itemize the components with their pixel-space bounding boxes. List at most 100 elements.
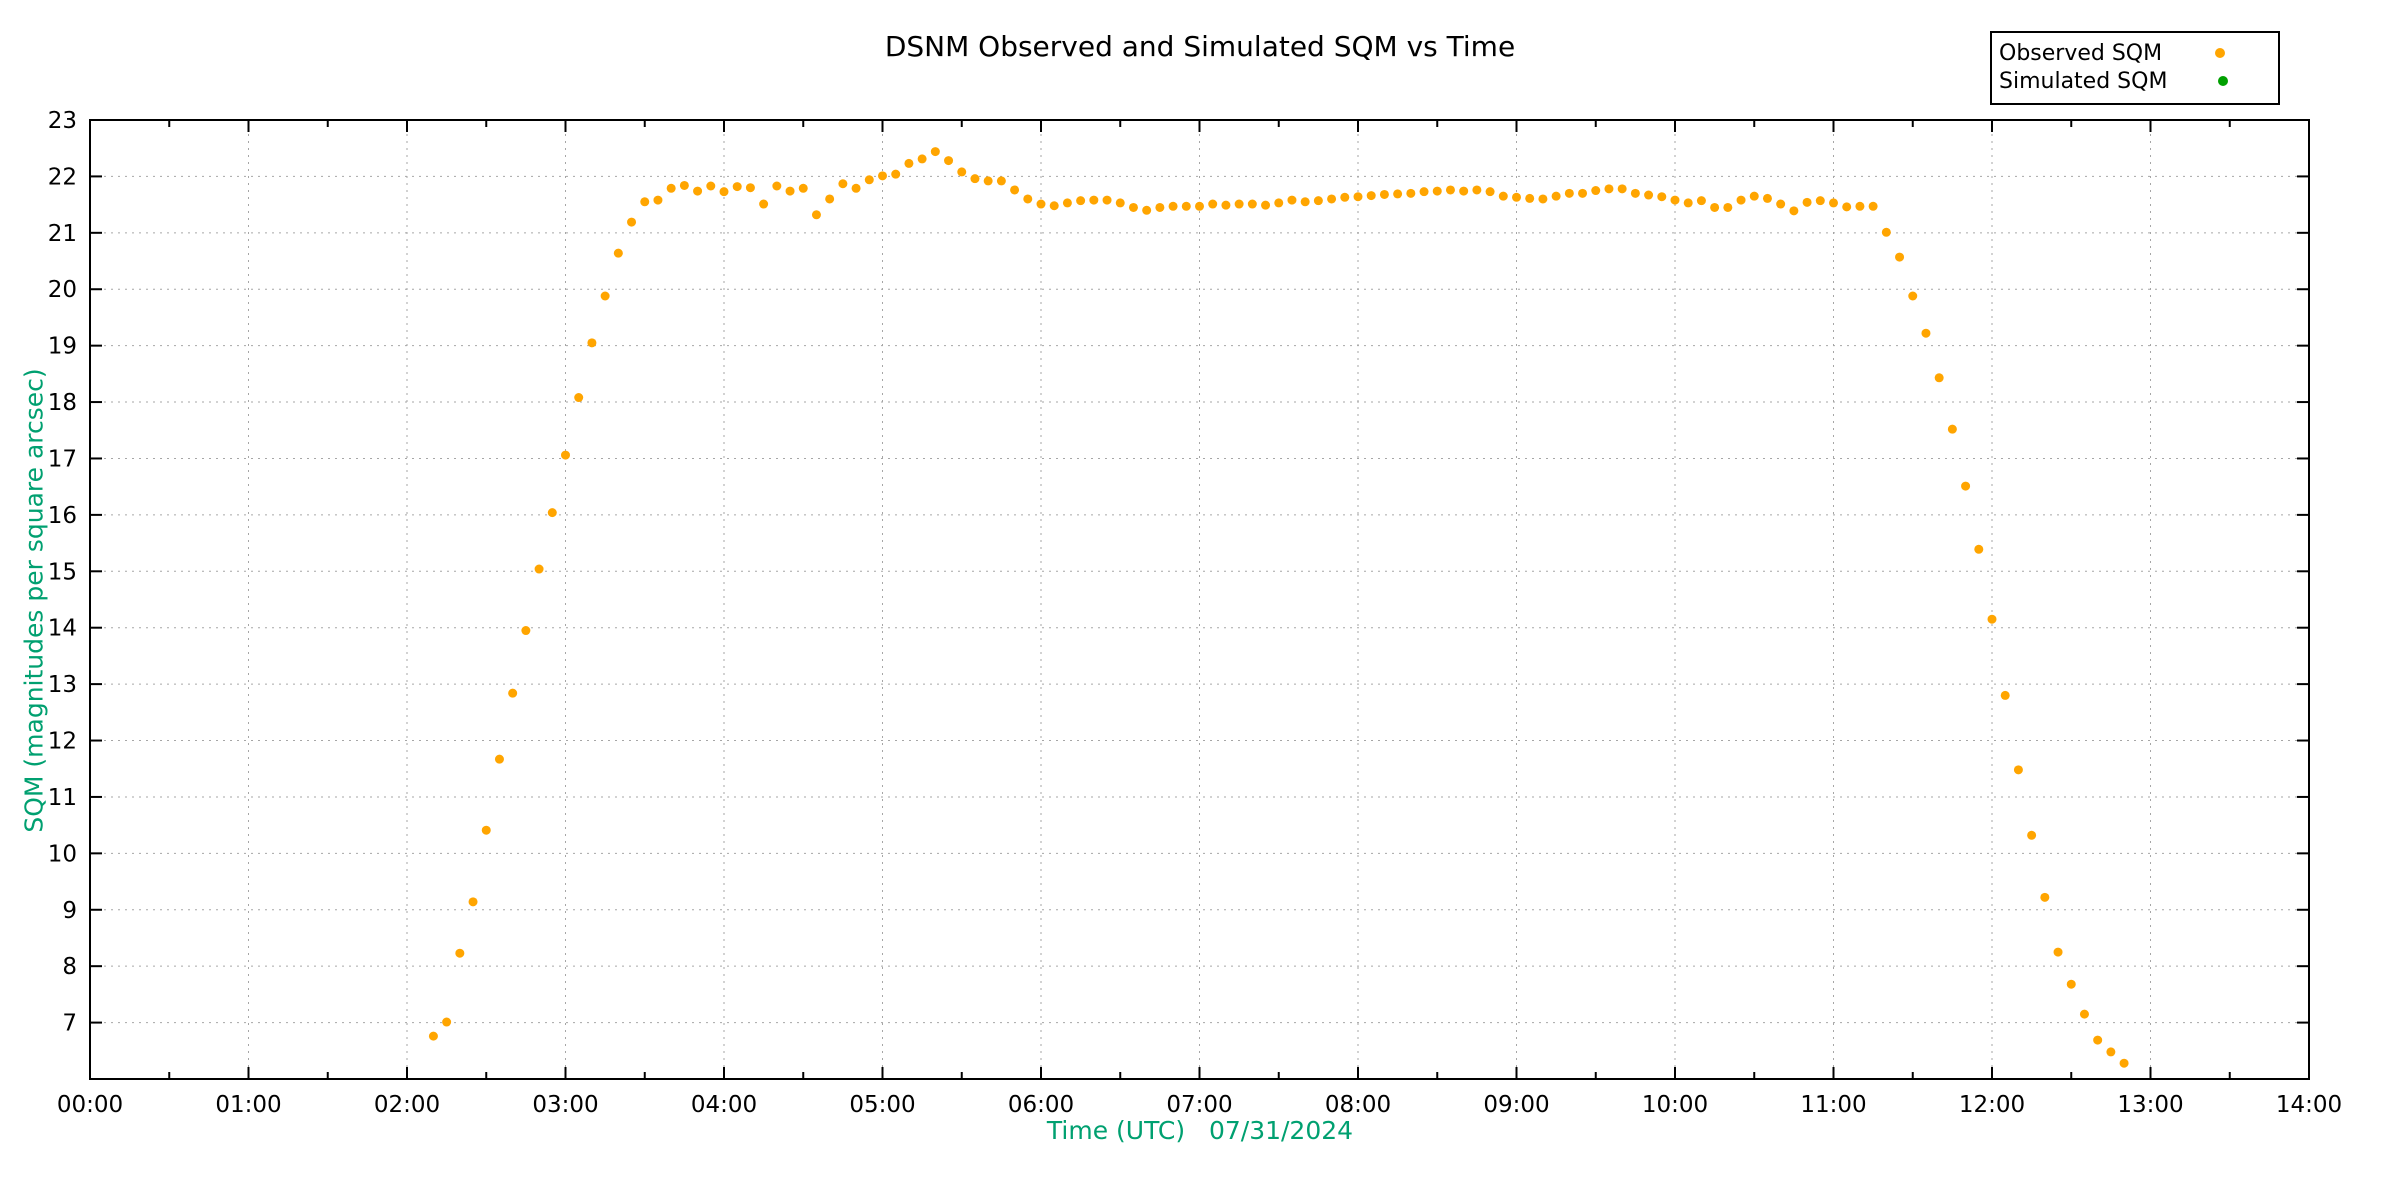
data-point [1208, 199, 1218, 209]
data-point [1155, 202, 1165, 212]
data-point [2106, 1047, 2116, 1057]
y-tick-label: 20 [48, 277, 77, 303]
data-point [508, 688, 518, 698]
data-point [2053, 947, 2063, 957]
data-point [2119, 1058, 2129, 1068]
data-point [455, 948, 465, 958]
y-tick-label: 17 [48, 446, 77, 472]
x-tick-label: 01:00 [215, 1092, 281, 1118]
data-point [1062, 198, 1072, 208]
x-tick-label: 05:00 [849, 1092, 915, 1118]
data-point [1564, 188, 1574, 198]
x-axis-title: Time (UTC) 07/31/2024 [1046, 1116, 1354, 1145]
data-point [1498, 191, 1508, 201]
y-tick-label: 11 [48, 785, 77, 811]
data-point [1578, 188, 1588, 198]
data-point [1274, 198, 1284, 208]
data-point [878, 171, 887, 181]
data-point [679, 180, 689, 190]
data-point [1445, 185, 1455, 195]
data-point [772, 181, 782, 191]
y-tick-label: 13 [48, 672, 77, 698]
data-point [587, 338, 597, 348]
data-point [1036, 199, 1046, 209]
data-point [1670, 195, 1680, 205]
data-point [481, 825, 491, 835]
data-point [1234, 199, 1244, 209]
data-point [785, 186, 795, 196]
y-tick-label: 16 [48, 503, 77, 529]
y-tick-label: 7 [62, 1011, 77, 1037]
data-point [1961, 481, 1971, 491]
data-point [851, 183, 861, 193]
data-point [1195, 201, 1204, 211]
data-point [1353, 192, 1363, 202]
simulated-point-icon [2217, 76, 2228, 86]
data-point [428, 1031, 438, 1041]
data-point [825, 194, 835, 204]
data-point [1327, 194, 1337, 204]
data-point [732, 182, 742, 192]
data-point [996, 176, 1006, 186]
data-point [1102, 195, 1112, 205]
data-point [1895, 252, 1905, 262]
data-point [1181, 201, 1191, 211]
data-point [1868, 201, 1878, 211]
data-point [864, 175, 874, 185]
data-point [1591, 186, 1601, 196]
x-tick-label: 03:00 [532, 1092, 598, 1118]
data-point [1472, 185, 1482, 195]
data-point [1142, 205, 1152, 215]
data-point [1287, 195, 1297, 205]
data-point [1630, 188, 1640, 198]
data-point [1749, 191, 1759, 201]
data-point [1762, 193, 1772, 203]
x-tick-label: 11:00 [1800, 1092, 1866, 1118]
data-point [627, 217, 637, 227]
legend-sample-observed [2162, 48, 2278, 58]
y-tick-label: 19 [48, 334, 77, 360]
plot-border [89, 119, 2310, 1080]
data-point [442, 1017, 452, 1027]
data-point [1736, 195, 1746, 205]
data-point [1049, 201, 1059, 211]
data-point [1974, 544, 1984, 554]
data-point [613, 248, 623, 258]
data-point [1723, 202, 1733, 212]
data-point [1261, 200, 1271, 210]
data-point [693, 186, 703, 196]
data-point [1815, 196, 1825, 206]
y-tick-label: 10 [48, 841, 77, 867]
y-tick-label: 9 [62, 898, 77, 924]
data-point [1023, 194, 1033, 204]
data-point [1987, 614, 1997, 624]
data-point [1115, 198, 1125, 208]
observed-point-icon [2215, 48, 2226, 58]
x-tick-label: 02:00 [374, 1092, 440, 1118]
chart-title: DSNM Observed and Simulated SQM vs Time [884, 30, 1516, 63]
data-point [1221, 200, 1231, 210]
data-point [1776, 199, 1786, 209]
x-tick-label: 00:00 [57, 1092, 123, 1118]
data-point [574, 393, 584, 403]
data-point [706, 181, 716, 191]
data-point [494, 754, 504, 764]
y-tick-label: 21 [48, 221, 77, 247]
data-point [1842, 202, 1852, 212]
data-point [2013, 765, 2023, 775]
x-tick-label: 06:00 [1008, 1092, 1074, 1118]
data-point [1881, 227, 1891, 237]
x-tick-label: 10:00 [1642, 1092, 1708, 1118]
data-point [561, 450, 570, 460]
x-tick-label: 12:00 [1959, 1092, 2025, 1118]
data-point [1168, 201, 1178, 211]
data-point [1432, 186, 1442, 196]
data-point [1313, 196, 1323, 206]
data-point [944, 156, 954, 166]
data-point [1829, 198, 1838, 208]
data-point [1908, 291, 1918, 301]
data-point [1247, 199, 1257, 209]
data-point [759, 199, 769, 209]
data-point [2027, 830, 2037, 840]
